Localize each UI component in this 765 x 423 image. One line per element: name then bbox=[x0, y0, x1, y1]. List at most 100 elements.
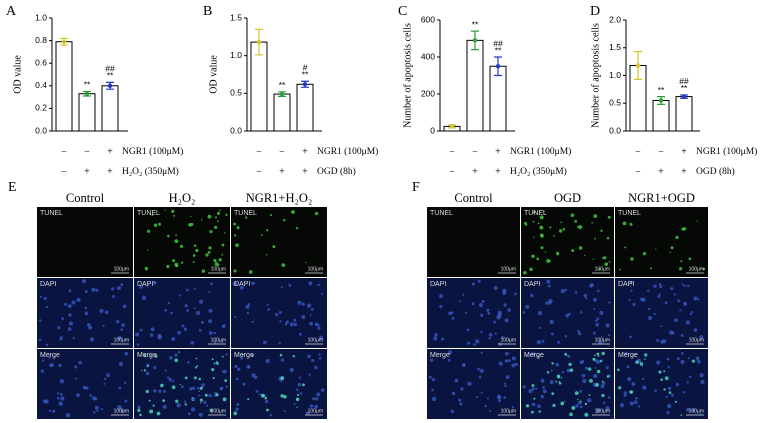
nucleus bbox=[123, 381, 127, 385]
tunel-signal bbox=[696, 220, 698, 222]
tunel-signal bbox=[200, 401, 202, 404]
tunel-signal bbox=[281, 263, 286, 267]
bar bbox=[273, 93, 291, 132]
nucleus bbox=[219, 386, 224, 391]
condition-sign: − bbox=[279, 146, 285, 157]
tunel-signal bbox=[555, 380, 558, 383]
nucleus bbox=[689, 312, 692, 316]
nucleus bbox=[686, 407, 691, 412]
tunel-signal bbox=[546, 259, 551, 263]
nucleus bbox=[38, 319, 42, 322]
scale-bar-label: 100μm bbox=[114, 266, 129, 272]
nucleus bbox=[473, 343, 476, 346]
tunel-signal bbox=[172, 259, 176, 263]
nucleus bbox=[462, 363, 466, 367]
nucleus bbox=[568, 312, 571, 316]
tunel-signal bbox=[171, 209, 175, 213]
tunel-signal bbox=[245, 216, 248, 219]
nucleus bbox=[451, 316, 455, 320]
tunel-signal bbox=[538, 410, 542, 413]
tunel-signal bbox=[175, 399, 179, 403]
nucleus bbox=[467, 341, 471, 345]
nucleus bbox=[259, 393, 262, 396]
tunel-signal bbox=[184, 376, 188, 380]
tunel-signal bbox=[151, 214, 154, 216]
nucleus bbox=[592, 331, 596, 335]
nucleus bbox=[567, 354, 571, 358]
nucleus bbox=[488, 337, 491, 340]
nucleus bbox=[74, 365, 78, 369]
nucleus bbox=[203, 400, 207, 404]
row-label: TUNEL bbox=[234, 210, 257, 217]
nucleus bbox=[450, 311, 454, 315]
nucleus bbox=[296, 388, 299, 391]
nucleus bbox=[460, 387, 464, 391]
nucleus bbox=[466, 328, 470, 332]
nucleus bbox=[578, 332, 582, 336]
nucleus bbox=[314, 365, 318, 370]
tunel-signal bbox=[143, 354, 147, 358]
tunel-signal bbox=[592, 258, 594, 260]
nucleus bbox=[264, 399, 269, 404]
scale-bar-label: 100μm bbox=[211, 408, 226, 414]
scale-bar-label: 100μm bbox=[501, 408, 516, 414]
nucleus bbox=[247, 303, 251, 306]
nucleus bbox=[531, 352, 536, 357]
y-axis-label: OD value bbox=[12, 55, 23, 94]
nucleus bbox=[433, 336, 438, 341]
nucleus bbox=[89, 394, 93, 397]
nucleus bbox=[187, 412, 191, 416]
nucleus bbox=[235, 377, 239, 381]
nucleus bbox=[561, 371, 565, 374]
nucleus bbox=[579, 311, 583, 314]
tunel-signal bbox=[211, 368, 215, 372]
nucleus bbox=[118, 386, 122, 390]
nucleus bbox=[450, 409, 454, 414]
tunel-signal bbox=[283, 218, 286, 222]
condition-sign: − bbox=[472, 146, 478, 157]
nucleus bbox=[316, 392, 321, 397]
nucleus bbox=[480, 330, 483, 334]
nucleus bbox=[494, 332, 497, 335]
tunel-signal bbox=[537, 355, 540, 358]
tunel-signal bbox=[145, 389, 149, 394]
tunel-signal bbox=[225, 213, 228, 216]
nucleus bbox=[493, 286, 498, 291]
tunel-signal bbox=[295, 226, 299, 230]
column-title: Control bbox=[66, 191, 105, 205]
nucleus bbox=[582, 378, 587, 384]
tunel-signal bbox=[593, 214, 598, 218]
nucleus bbox=[221, 341, 224, 344]
nucleus bbox=[486, 397, 489, 400]
nucleus bbox=[504, 384, 507, 388]
nucleus bbox=[158, 389, 162, 393]
nucleus bbox=[511, 356, 516, 361]
nucleus bbox=[665, 395, 669, 398]
nucleus bbox=[222, 323, 226, 327]
nucleus bbox=[137, 405, 141, 410]
significance: ## bbox=[105, 64, 115, 74]
y-tick-label: 1.0 bbox=[35, 12, 47, 22]
tunel-signal bbox=[669, 251, 671, 253]
nucleus bbox=[174, 353, 178, 357]
y-tick-label: 400 bbox=[421, 51, 435, 61]
nucleus bbox=[193, 307, 196, 310]
significance: ** bbox=[279, 80, 286, 90]
nucleus bbox=[540, 394, 545, 399]
tunel-signal bbox=[589, 378, 593, 383]
nucleus bbox=[605, 323, 610, 328]
tunel-signal bbox=[149, 409, 154, 414]
tunel-signal bbox=[272, 245, 276, 249]
column-title: NGR1+H₂O₂ bbox=[246, 191, 312, 205]
tunel-signal bbox=[574, 391, 579, 396]
nucleus bbox=[246, 364, 251, 369]
tunel-signal bbox=[214, 216, 217, 219]
nucleus bbox=[263, 340, 267, 345]
nucleus bbox=[477, 279, 481, 283]
nucleus bbox=[451, 391, 456, 396]
nucleus bbox=[632, 302, 636, 307]
tunel-signal bbox=[153, 223, 158, 227]
panel-label: D bbox=[590, 4, 600, 19]
nucleus bbox=[541, 339, 545, 343]
nucleus bbox=[670, 287, 674, 291]
